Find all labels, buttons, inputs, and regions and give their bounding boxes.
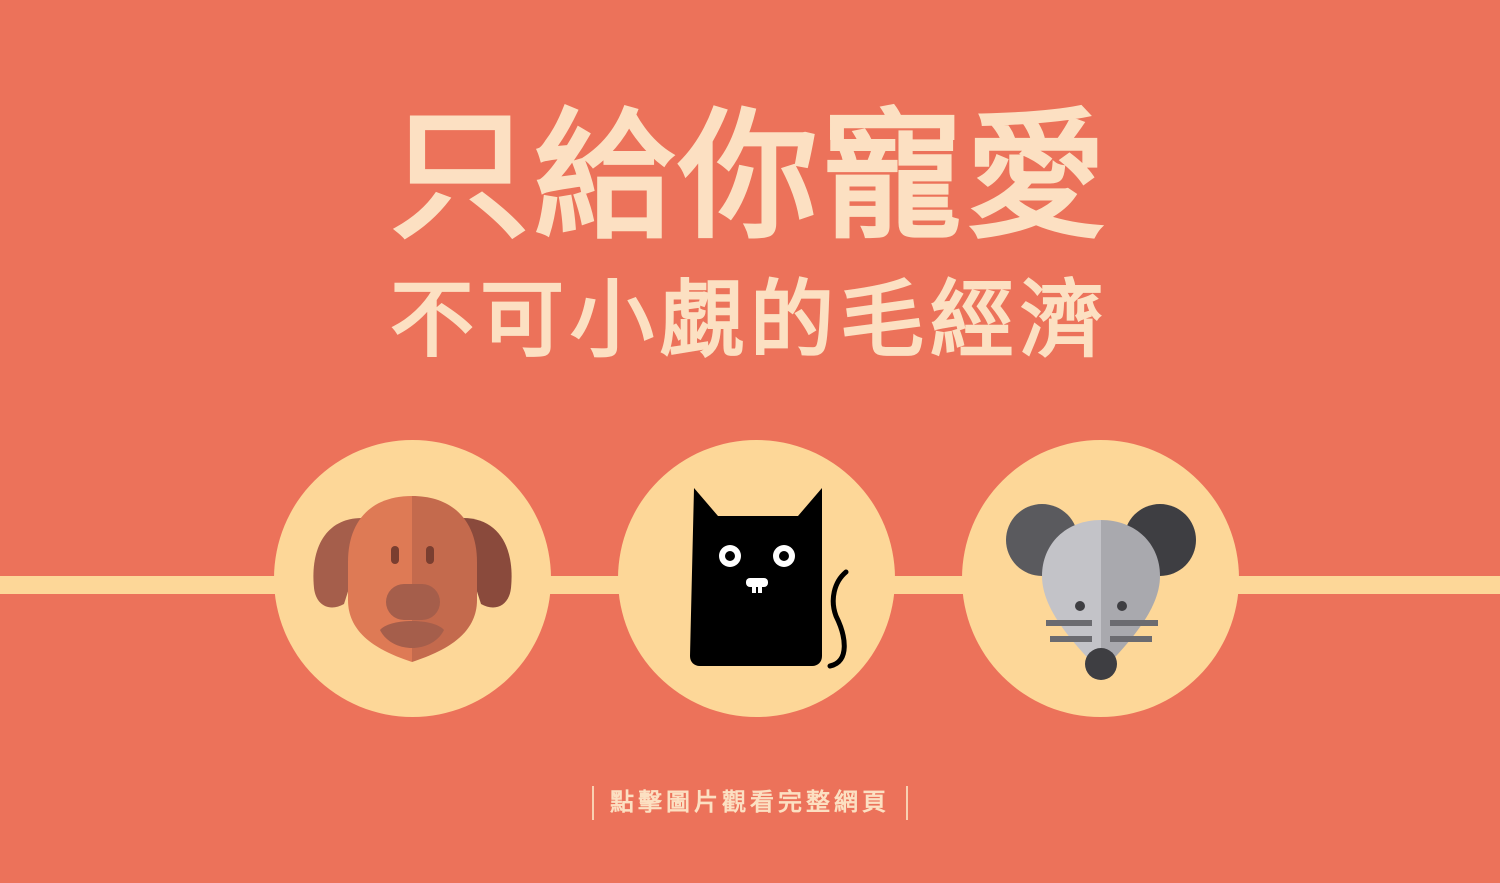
- dog-circle: [274, 440, 551, 717]
- cat-circle: [618, 440, 895, 717]
- cat-icon: [690, 488, 849, 669]
- mouse-circle: [962, 440, 1239, 717]
- dog-icon: [313, 496, 512, 662]
- title-main: 只給你寵愛: [389, 96, 1110, 259]
- title-sub: 不可小覷的毛經濟: [389, 271, 1110, 369]
- mouse-icon: [1006, 504, 1196, 680]
- cta-text[interactable]: 點擊圖片觀看完整網頁: [610, 788, 890, 816]
- cta-left-divider: [592, 786, 594, 820]
- cta-row[interactable]: 點擊圖片觀看完整網頁: [0, 782, 1500, 822]
- cta-right-divider: [906, 786, 908, 820]
